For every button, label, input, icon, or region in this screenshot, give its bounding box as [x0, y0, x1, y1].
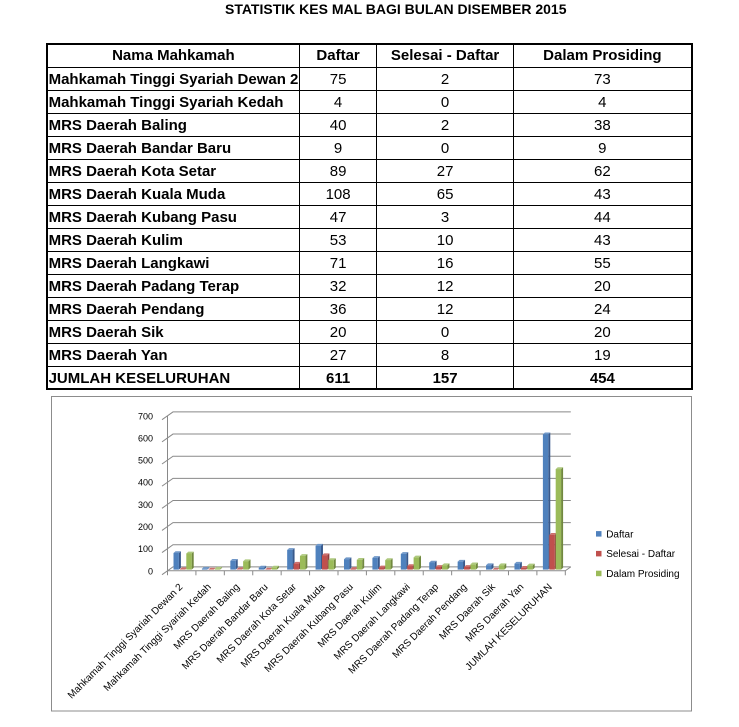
svg-text:Selesai - Daftar: Selesai - Daftar: [606, 549, 676, 560]
svg-text:100: 100: [138, 544, 153, 554]
svg-text:500: 500: [138, 456, 153, 466]
svg-text:600: 600: [138, 433, 153, 443]
svg-text:300: 300: [138, 500, 153, 510]
svg-text:700: 700: [138, 411, 153, 421]
svg-text:Dalam Prosiding: Dalam Prosiding: [606, 569, 679, 580]
svg-text:0: 0: [148, 566, 153, 576]
svg-text:Daftar: Daftar: [606, 529, 634, 540]
svg-text:400: 400: [138, 478, 153, 488]
svg-text:200: 200: [138, 522, 153, 532]
